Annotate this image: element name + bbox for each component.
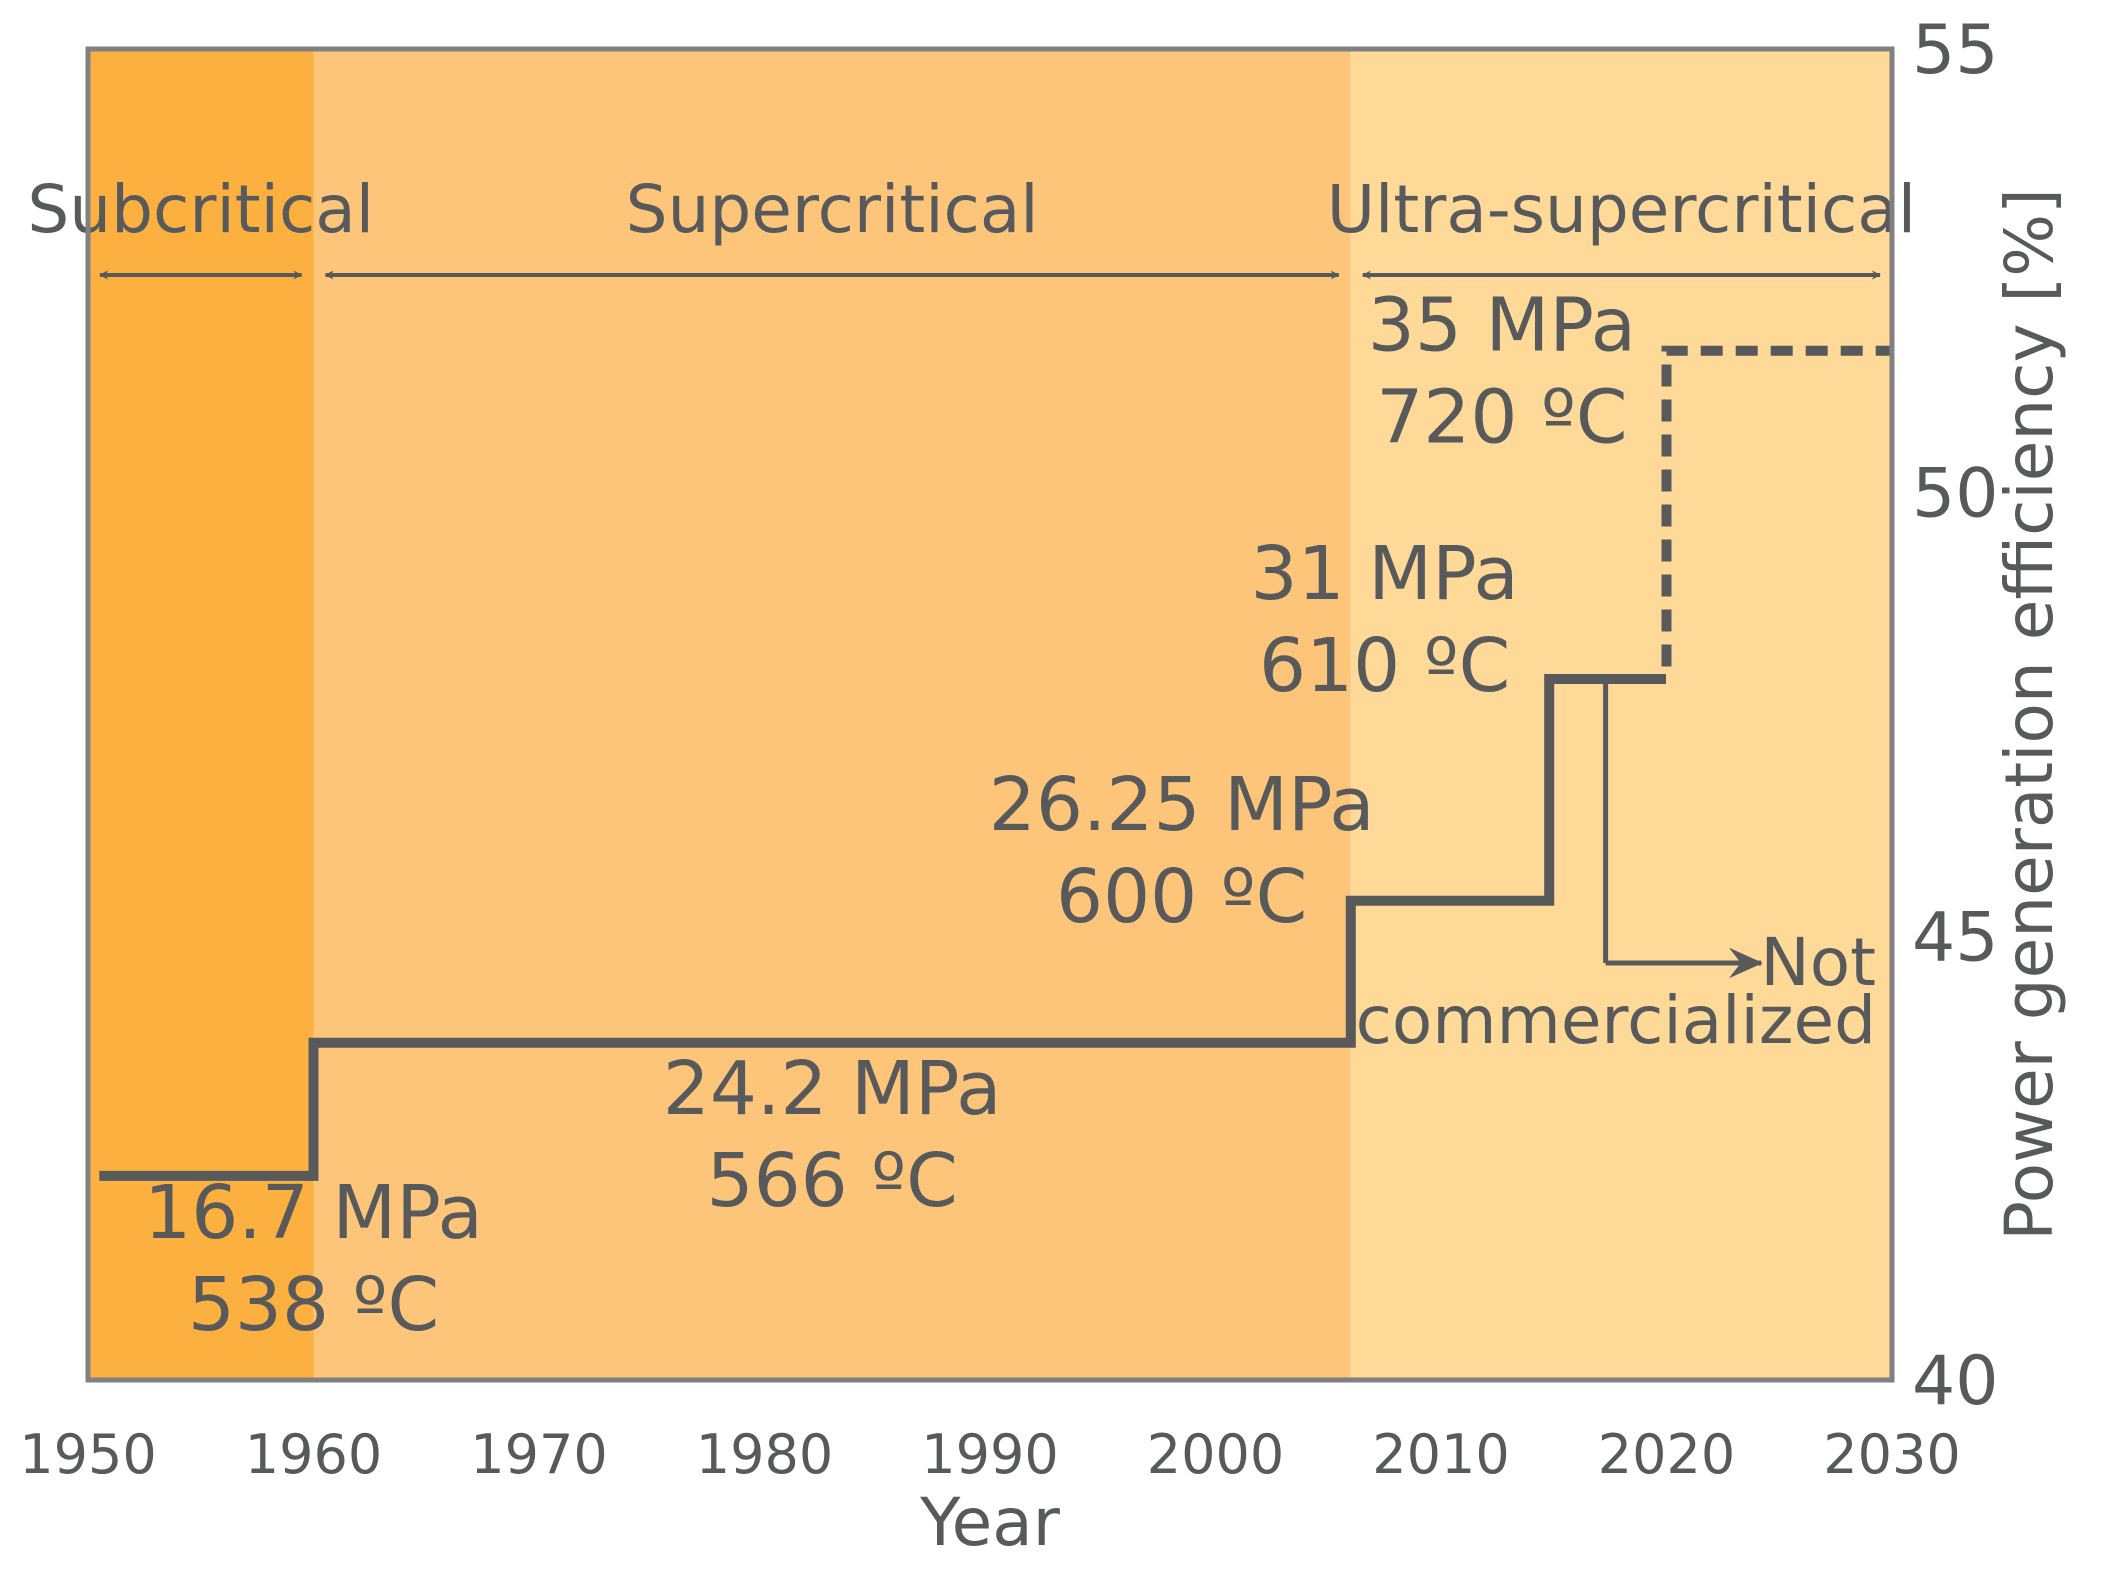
era-label-ultra-supercritical: Ultra-supercritical — [1327, 171, 1916, 248]
x-tick-2030: 2030 — [1823, 1423, 1960, 1486]
annotation-pressure-1: 16.7 MPa — [144, 1170, 483, 1256]
era-label-supercritical: Supercritical — [626, 171, 1039, 248]
callout-label-line2: commercialized — [1356, 982, 1876, 1059]
era-label-subcritical: Subcritical — [27, 171, 374, 248]
annotation-temperature-3: 600 ºC — [1056, 854, 1307, 940]
callout-label-line1: Not — [1760, 924, 1876, 1001]
annotation-pressure-4: 31 MPa — [1251, 531, 1519, 617]
x-tick-1960: 1960 — [245, 1423, 382, 1486]
x-tick-1980: 1980 — [696, 1423, 833, 1486]
y-tick-45: 45 — [1912, 898, 1999, 977]
annotation-pressure-3: 26.25 MPa — [989, 762, 1375, 848]
y-axis-label: Power generation efficiency [%] — [1991, 188, 2068, 1240]
x-tick-1950: 1950 — [19, 1423, 156, 1486]
annotation-temperature-4: 610 ºC — [1259, 623, 1510, 709]
x-tick-2000: 2000 — [1147, 1423, 1284, 1486]
x-tick-1990: 1990 — [921, 1423, 1058, 1486]
x-axis-ticks: 1950 1960 1970 1980 1990 2000 2010 2020 2030 — [19, 1423, 1960, 1486]
plot-frame — [85, 46, 1895, 1383]
annotation-temperature-1: 538 ºC — [188, 1262, 439, 1348]
x-tick-2020: 2020 — [1598, 1423, 1735, 1486]
not-commercialized-callout: Not commercialized — [1356, 679, 1876, 1059]
y-tick-50: 50 — [1912, 455, 1999, 534]
series-not-commercialized — [1644, 345, 1892, 684]
x-tick-1970: 1970 — [470, 1423, 607, 1486]
x-tick-2010: 2010 — [1372, 1423, 1509, 1486]
x-axis-label: Year — [919, 1484, 1061, 1561]
annotation-temperature-5: 720 ºC — [1376, 375, 1627, 461]
annotation-pressure-5: 35 MPa — [1368, 283, 1636, 369]
y-axis-ticks: 40 45 50 55 — [1912, 11, 1999, 1421]
annotation-temperature-2: 566 ºC — [706, 1138, 957, 1224]
y-tick-55: 55 — [1912, 11, 1999, 90]
efficiency-series — [99, 345, 1892, 1181]
y-tick-40: 40 — [1912, 1342, 1999, 1421]
region-ultra-supercritical — [1350, 49, 1892, 1380]
series-commercialized — [99, 674, 1644, 1181]
annotation-pressure-2: 24.2 MPa — [663, 1046, 1002, 1132]
era-labels: Subcritical Supercritical Ultra-supercriti… — [27, 171, 1916, 280]
